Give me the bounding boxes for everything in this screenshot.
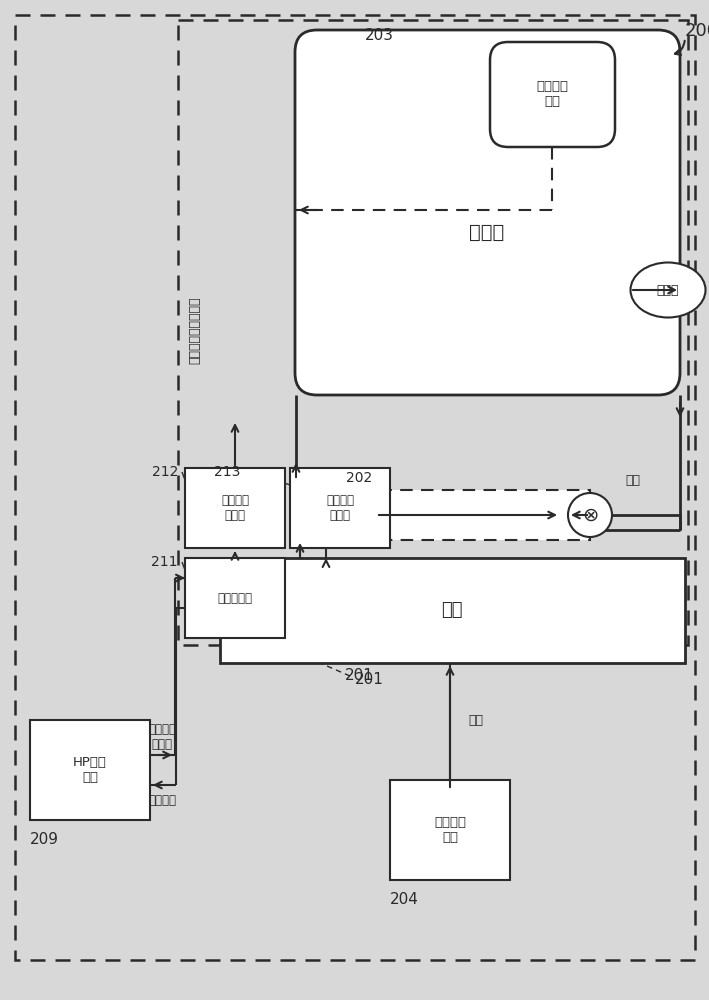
Bar bbox=[178, 20, 688, 645]
Text: 箱内热量: 箱内热量 bbox=[148, 794, 176, 808]
Text: 202: 202 bbox=[346, 471, 372, 485]
Text: ⊗: ⊗ bbox=[582, 506, 598, 524]
Text: 功率分配
装置: 功率分配 装置 bbox=[434, 816, 466, 844]
Text: 203: 203 bbox=[365, 28, 394, 43]
Text: HP控制
装置: HP控制 装置 bbox=[73, 756, 107, 784]
Text: 贮水箱: 贮水箱 bbox=[469, 223, 505, 241]
Text: 热水供给
负荷: 热水供给 负荷 bbox=[536, 80, 568, 108]
Bar bbox=[220, 558, 685, 663]
Text: 213: 213 bbox=[213, 465, 240, 479]
Text: 209: 209 bbox=[30, 832, 59, 847]
Text: 211: 211 bbox=[152, 555, 178, 569]
Text: 204: 204 bbox=[390, 892, 419, 907]
Text: 200: 200 bbox=[685, 22, 709, 40]
Text: 热泵控制部: 热泵控制部 bbox=[218, 591, 252, 604]
Bar bbox=[185, 558, 285, 638]
Bar bbox=[390, 780, 510, 880]
Bar bbox=[290, 468, 390, 548]
Text: 212: 212 bbox=[152, 465, 178, 479]
Text: 201: 201 bbox=[345, 668, 374, 683]
Ellipse shape bbox=[630, 262, 705, 318]
Text: 进水温度
测定部: 进水温度 测定部 bbox=[326, 494, 354, 522]
Bar bbox=[30, 720, 150, 820]
Text: 市政水: 市政水 bbox=[657, 284, 679, 296]
Text: 热泵式热水供给装置: 热泵式热水供给装置 bbox=[189, 296, 201, 364]
Text: 热泵: 热泵 bbox=[441, 601, 463, 619]
Bar bbox=[185, 468, 285, 548]
FancyBboxPatch shape bbox=[490, 42, 615, 147]
FancyBboxPatch shape bbox=[295, 30, 680, 395]
Text: 功率: 功率 bbox=[468, 714, 483, 728]
Bar bbox=[296, 490, 590, 540]
Text: 水泵: 水泵 bbox=[625, 474, 640, 487]
Circle shape bbox=[568, 493, 612, 537]
Text: 外气温度
测定部: 外气温度 测定部 bbox=[221, 494, 249, 522]
Text: 消耗功率
指令值: 消耗功率 指令值 bbox=[148, 723, 176, 751]
Text: 201: 201 bbox=[355, 672, 384, 687]
